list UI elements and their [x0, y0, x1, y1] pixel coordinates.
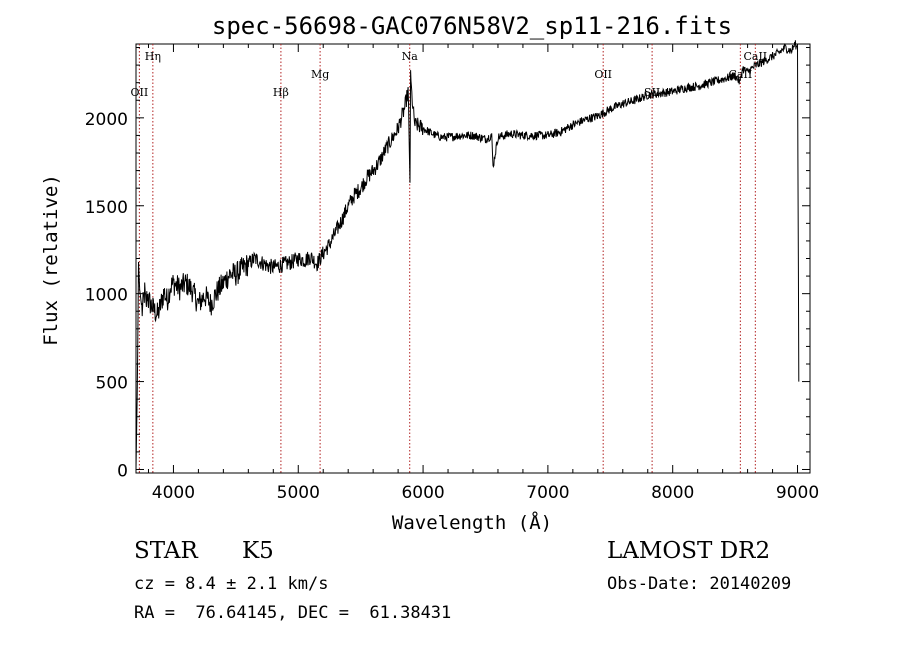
plot-frame	[135, 43, 811, 474]
redshift-readout: cz = 8.4 ± 2.1 km/s	[134, 574, 329, 594]
obs-date: Obs-Date: 20140209	[607, 574, 792, 594]
y-tick-label-1: 500	[96, 374, 128, 394]
line-marker-label-2: Hβ	[273, 86, 289, 99]
x-tick-label-0: 4000	[152, 483, 195, 503]
y-tick-label-3: 1500	[85, 198, 128, 218]
y-tick-label-4: 2000	[85, 110, 128, 130]
spectrum-line	[135, 40, 800, 470]
x-tick-label-1: 5000	[277, 483, 320, 503]
line-marker-label-1: OII	[131, 86, 149, 99]
x-tick-label-5: 9000	[776, 483, 819, 503]
line-marker-label-4: Na	[402, 50, 419, 63]
survey-name: LAMOST DR2	[607, 538, 771, 564]
y-tick-label-2: 1000	[85, 286, 128, 306]
x-tick-label-3: 7000	[526, 483, 569, 503]
chart-title: spec-56698-GAC076N58V2_sp11-216.fits	[212, 12, 732, 40]
line-marker-label-3: Mg	[311, 68, 329, 81]
x-tick-label-4: 8000	[651, 483, 694, 503]
y-axis-label: Flux (relative)	[40, 174, 62, 346]
axes: 4000 5000 6000 7000 8000 9000 0 500 1000 1500 2000	[85, 44, 819, 503]
line-marker-label-5: OII	[594, 68, 612, 81]
coordinates: RA = 76.64145, DEC = 61.38431	[134, 603, 452, 623]
line-marker-label-8: CaII	[743, 50, 767, 63]
x-tick-label-2: 6000	[401, 483, 444, 503]
object-class: STAR	[134, 538, 198, 564]
line-marker-label-0: Hη	[145, 50, 161, 63]
y-tick-label-0: 0	[117, 461, 128, 481]
x-axis-label: Wavelength (Å)	[392, 511, 552, 534]
object-subclass: K5	[242, 538, 274, 564]
